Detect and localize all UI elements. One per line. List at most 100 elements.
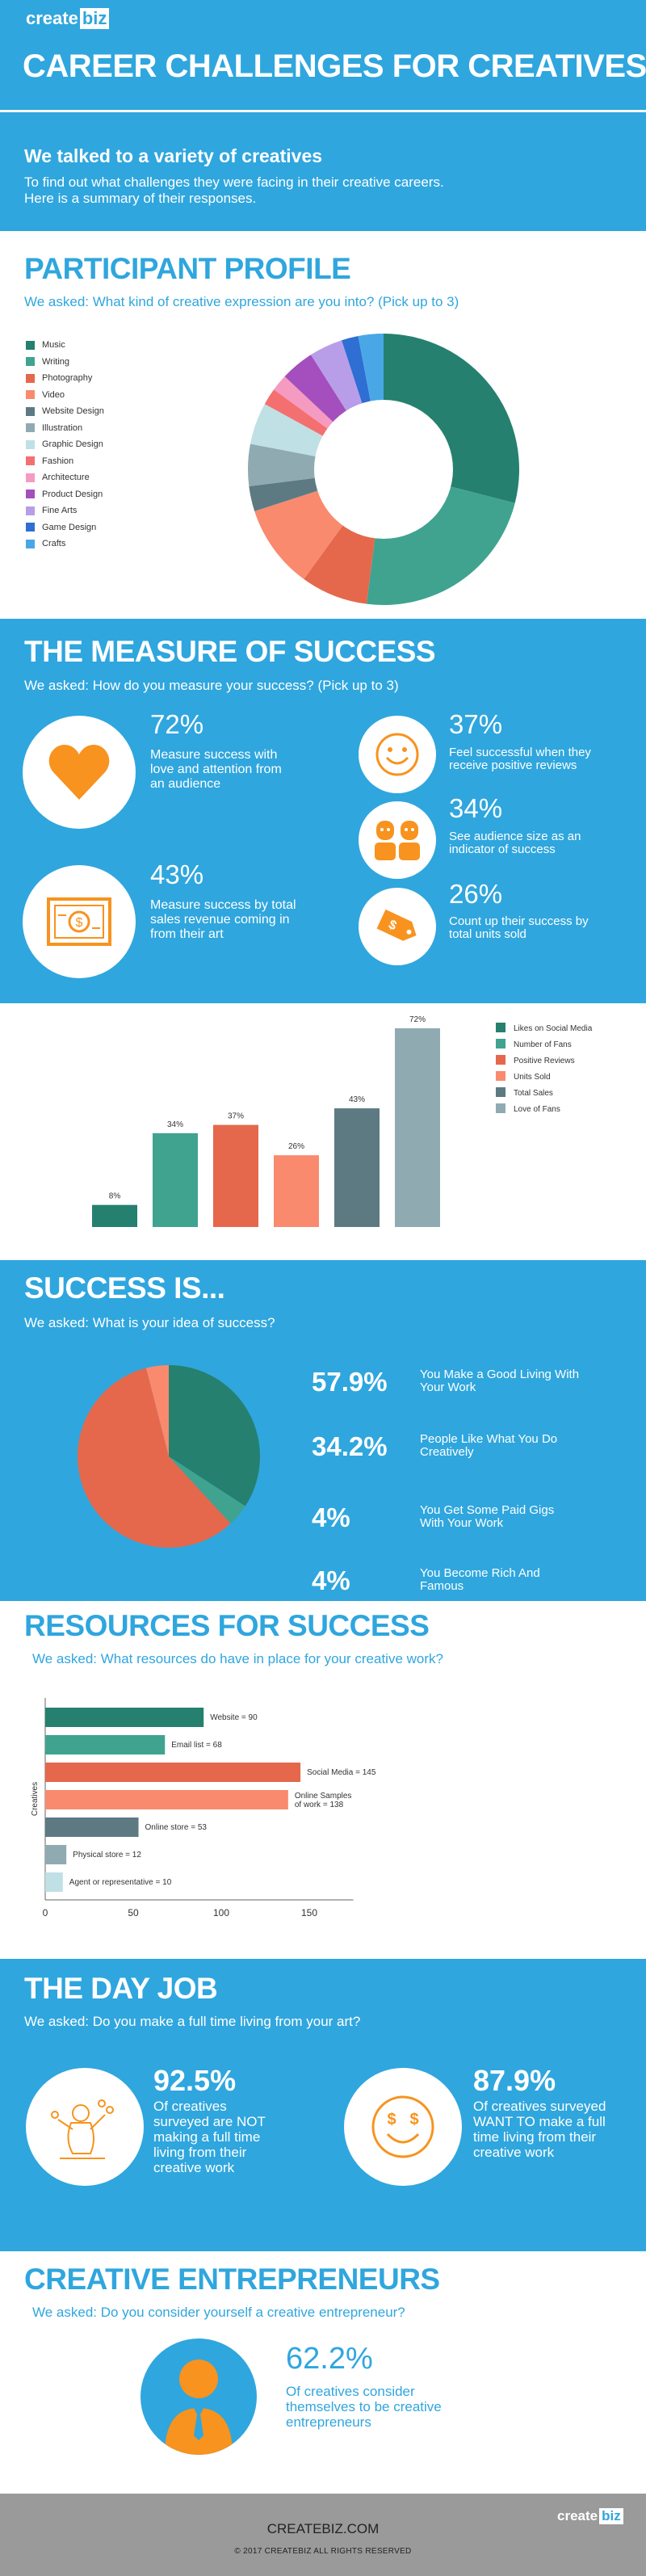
success-label: People Like What You Do Creatively xyxy=(420,1432,558,1459)
intro-body-2: Here is a summary of their responses. xyxy=(24,191,257,206)
legend-item: Video xyxy=(26,387,104,404)
legend-label: Video xyxy=(42,389,65,400)
legend-label: Website Design xyxy=(42,406,104,417)
stat-43-pct: 43% xyxy=(150,859,204,889)
success-pct: 34.2% xyxy=(312,1431,388,1461)
logo: create biz xyxy=(26,8,110,29)
footer-site[interactable]: CREATEBIZ.COM xyxy=(266,2521,380,2536)
dayjob-heading: THE DAY JOB xyxy=(24,1972,218,2005)
stat-43-desc: Measure success by total sales revenue c… xyxy=(150,898,296,941)
legend-swatch xyxy=(496,1023,505,1032)
logo-text: create xyxy=(26,8,78,28)
legend-swatch xyxy=(26,390,35,400)
success-is-question: We asked: What is your idea of success? xyxy=(24,1315,275,1330)
hbar xyxy=(45,1817,139,1837)
bar-value-label: 43% xyxy=(349,1095,365,1104)
entrepreneurs-section: CREATIVE ENTREPRENEURS We asked: Do you … xyxy=(0,2251,646,2494)
measure-bar-chart: 8% 34% 37% 26% 43% 72% Likes on Social Media Nu… xyxy=(92,1015,593,1227)
hbar xyxy=(45,1790,288,1809)
legend-label: Illustration xyxy=(42,422,83,433)
people-icon xyxy=(375,821,420,860)
tag-circle: $ xyxy=(359,888,436,965)
x-tick-label: 0 xyxy=(43,1907,48,1918)
legend-label: Architecture xyxy=(42,473,90,483)
legend-label: Graphic Design xyxy=(42,439,103,450)
legend-swatch xyxy=(26,490,35,499)
legend-label: Positive Reviews xyxy=(514,1057,575,1065)
success-is-heading: SUCCESS IS... xyxy=(24,1271,225,1305)
measure-heading: THE MEASURE OF SUCCESS xyxy=(24,635,436,668)
bar xyxy=(395,1028,440,1227)
entrepreneurs-desc: Of creatives consider themselves to be c… xyxy=(286,2384,442,2430)
donut-hole xyxy=(314,400,453,539)
heart-icon xyxy=(48,745,110,800)
legend-item: Architecture xyxy=(26,469,104,486)
entrepreneurs-pct: 62.2% xyxy=(286,2342,373,2376)
hbar-label: Online Samples xyxy=(295,1792,352,1801)
bar-value-label: 34% xyxy=(167,1120,183,1129)
bar-value-label: 37% xyxy=(228,1112,244,1121)
legend-item: Game Design xyxy=(26,519,104,536)
smile-icon xyxy=(375,733,419,776)
legend-label: Photography xyxy=(42,373,93,384)
people-circle xyxy=(359,801,436,879)
money-circle: $ xyxy=(23,865,136,978)
footer-copyright: © 2017 CREATEBIZ ALL RIGHTS RESERVED xyxy=(234,2547,412,2556)
stat-37-desc: Feel successful when they receive positi… xyxy=(449,746,591,772)
entrepreneurs-heading: CREATIVE ENTREPRENEURS xyxy=(24,2263,440,2296)
legend-item: Crafts xyxy=(26,536,104,553)
header: create biz CAREER CHALLENGES FOR CREATIV… xyxy=(0,0,646,110)
legend-swatch xyxy=(26,506,35,515)
pie-slice xyxy=(145,1365,169,1456)
hbar-label: Online store = 53 xyxy=(145,1823,208,1832)
pie-slice xyxy=(169,1365,261,1507)
stat-37-pct: 37% xyxy=(449,709,503,739)
bar-value-label: 8% xyxy=(109,1192,121,1201)
x-tick-label: 150 xyxy=(301,1907,317,1918)
success-pct: 4% xyxy=(312,1502,350,1532)
legend-label: Total Sales xyxy=(514,1089,553,1098)
measure-question: We asked: How do you measure your succes… xyxy=(24,678,399,693)
intro-section: We talked to a variety of creatives To f… xyxy=(0,110,646,231)
profile-legend: Music Writing Photography Video Website Desi… xyxy=(26,337,104,553)
legend-item: Website Design xyxy=(26,403,104,420)
legend-item: Product Design xyxy=(26,486,104,503)
hbar-label: Website = 90 xyxy=(210,1713,258,1722)
legend-swatch xyxy=(26,373,35,383)
participant-donut-chart xyxy=(248,334,520,605)
legend-item: Writing xyxy=(26,354,104,371)
x-tick-label: 100 xyxy=(213,1907,229,1918)
profile-heading: PARTICIPANT PROFILE xyxy=(24,252,351,285)
footer-logo: create biz xyxy=(557,2508,623,2524)
hbar-label: Physical store = 12 xyxy=(73,1851,141,1860)
legend-item: Graphic Design xyxy=(26,436,104,453)
hbar-label: Email list = 68 xyxy=(171,1741,222,1750)
hbar-label: of work = 138 xyxy=(295,1801,344,1809)
stat-72-pct: 72% xyxy=(150,709,204,739)
heart-circle xyxy=(23,716,136,829)
resources-heading: RESOURCES FOR SUCCESS xyxy=(24,1609,430,1642)
hbar-label: Agent or representative = 10 xyxy=(69,1878,172,1887)
stat-34-desc: See audience size as an indicator of suc… xyxy=(449,830,581,856)
stat-72-desc: Measure success with love and attention … xyxy=(150,748,282,791)
entrepreneurs-question: We asked: Do you consider yourself a cre… xyxy=(32,2305,405,2320)
hbar xyxy=(45,1845,67,1864)
legend-label: Likes on Social Media xyxy=(514,1024,593,1033)
bar-value-label: 72% xyxy=(409,1015,426,1024)
dollar-eyes-circle: $ $ xyxy=(344,2068,462,2186)
legend-swatch xyxy=(26,439,35,449)
dayjob-left-desc: Of creatives surveyed are NOT making a f… xyxy=(153,2099,266,2175)
bar xyxy=(274,1155,319,1227)
legend-swatch xyxy=(26,523,35,532)
legend-swatch xyxy=(496,1103,505,1113)
legend-label: Fine Arts xyxy=(42,506,78,516)
legend-label: Game Design xyxy=(42,522,97,532)
bar xyxy=(213,1124,258,1227)
resources-section: RESOURCES FOR SUCCESS We asked: What res… xyxy=(0,1601,646,1959)
legend-swatch xyxy=(496,1039,505,1048)
svg-text:$: $ xyxy=(409,2111,418,2128)
success-pct: 57.9% xyxy=(312,1367,388,1397)
success-label: You Become Rich And Famous xyxy=(420,1566,540,1593)
hbar xyxy=(45,1763,301,1782)
legend-item: Fashion xyxy=(26,453,104,470)
